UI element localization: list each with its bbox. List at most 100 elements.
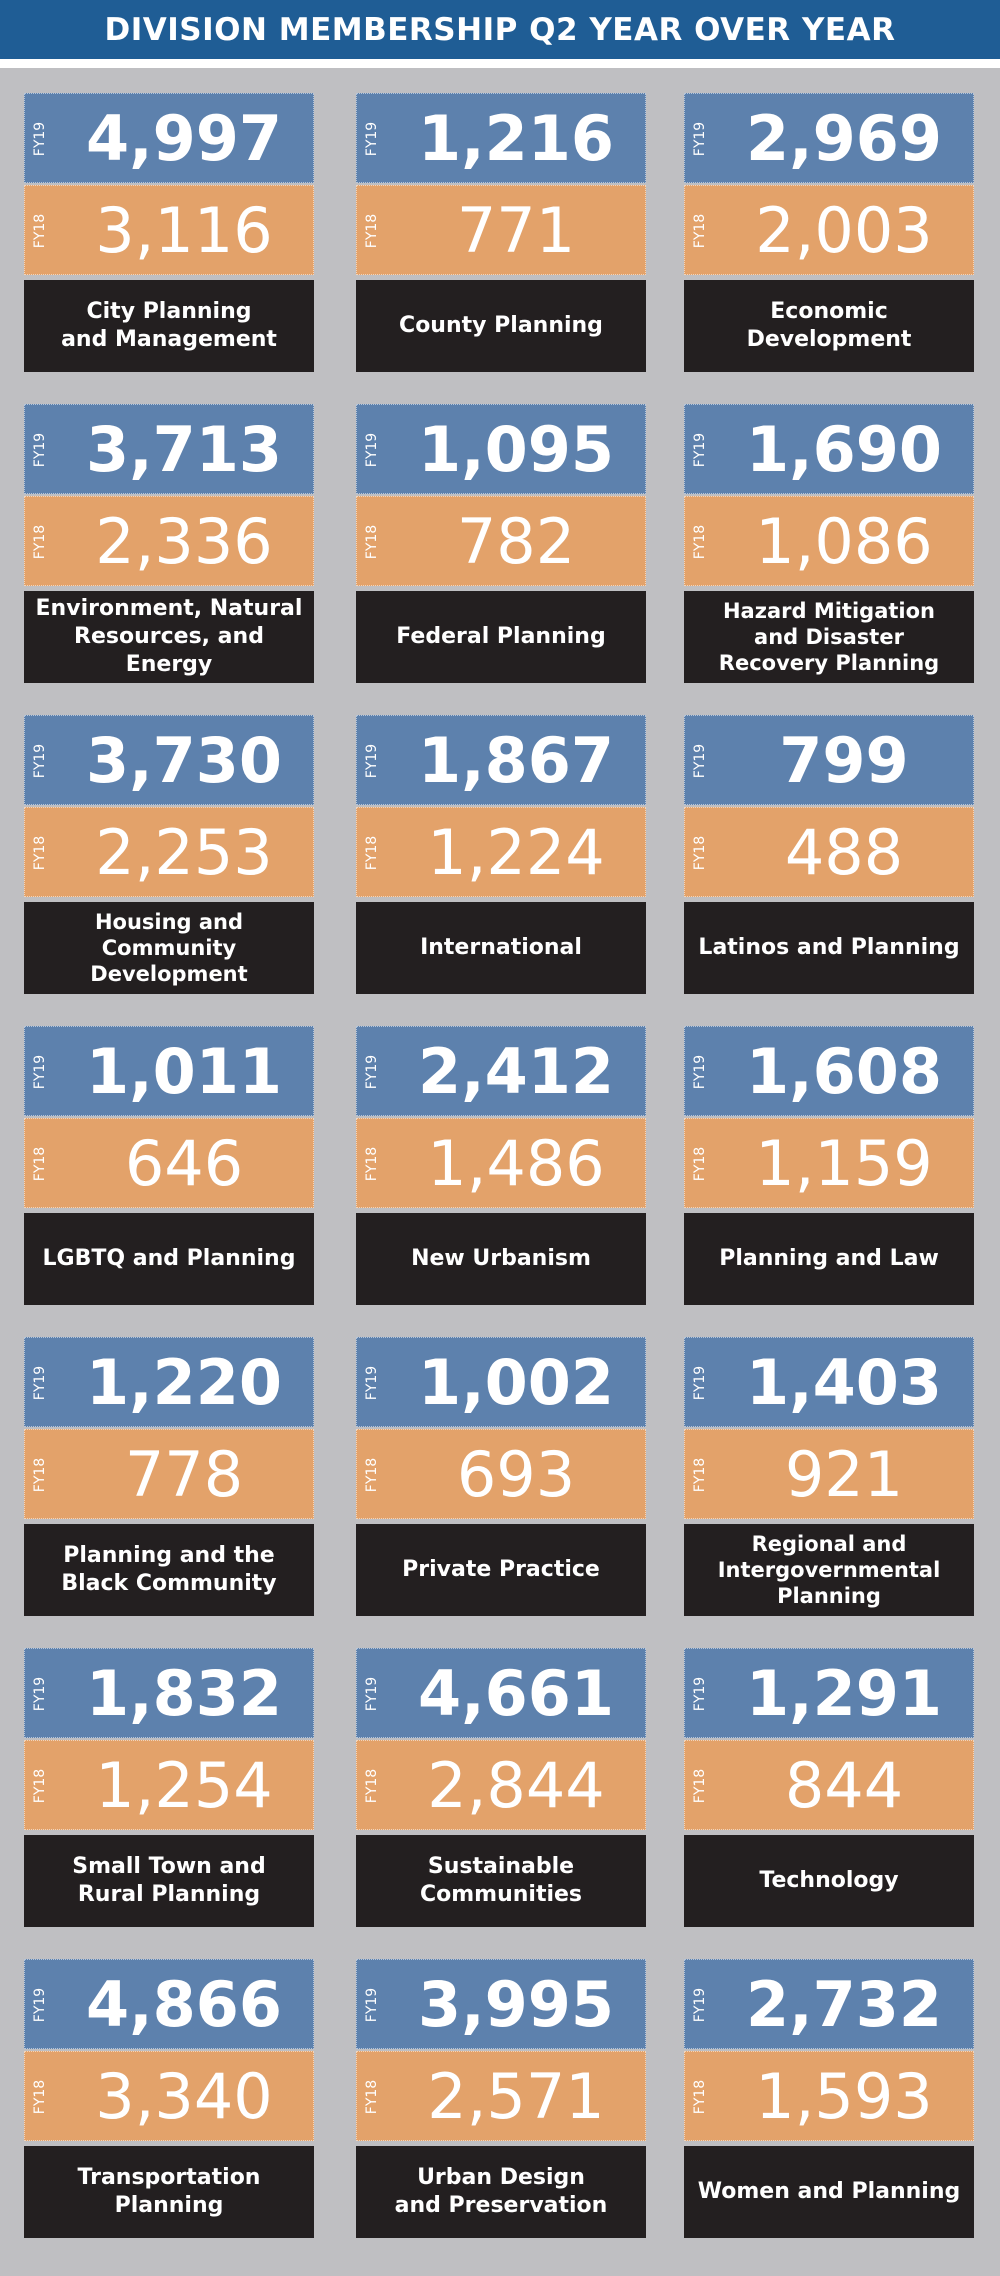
division-card: FY19 2,412 FY18 1,486 New Urbanism [356,1026,646,1305]
fy19-cell: FY19 2,412 [356,1026,646,1116]
division-name: LGBTQ and Planning [24,1213,314,1305]
fy18-cell: FY18 1,159 [684,1118,974,1208]
division-name: Urban Design and Preservation [356,2146,646,2238]
fy19-label: FY19 [32,743,48,779]
fy18-value: 488 [784,816,904,889]
division-name: Environment, Natural Resources, and Ener… [24,591,314,683]
division-name: Hazard Mitigation and Disaster Recovery … [684,591,974,683]
fy18-label: FY18 [364,213,380,249]
fy18-value: 921 [784,1438,904,1511]
header-divider [0,59,1000,68]
fy18-label: FY18 [364,1457,380,1493]
division-name: Small Town and Rural Planning [24,1835,314,1927]
fy18-value: 778 [124,1438,244,1511]
fy19-cell: FY19 1,403 [684,1337,974,1427]
fy19-label: FY19 [692,432,708,468]
division-card: FY19 1,690 FY18 1,086 Hazard Mitigation and … [684,404,974,683]
fy18-label: FY18 [32,1457,48,1493]
division-card: FY19 2,732 FY18 1,593 Women and Planning [684,1959,974,2238]
fy19-value: 3,713 [85,413,283,486]
fy18-label: FY18 [364,1146,380,1182]
fy19-label: FY19 [32,1054,48,1090]
fy19-label: FY19 [32,1987,48,2023]
division-card: FY19 1,403 FY18 921 Regional and Intergovern… [684,1337,974,1616]
fy18-label: FY18 [692,213,708,249]
fy18-label: FY18 [692,524,708,560]
fy18-value: 1,224 [427,816,605,889]
fy19-cell: FY19 799 [684,715,974,805]
fy19-value: 1,002 [417,1346,615,1419]
fy19-value: 3,995 [417,1968,615,2041]
fy19-cell: FY19 1,690 [684,404,974,494]
fy18-value: 2,571 [427,2060,605,2133]
division-name: Transportation Planning [24,2146,314,2238]
fy18-cell: FY18 1,593 [684,2051,974,2141]
fy18-cell: FY18 3,340 [24,2051,314,2141]
fy19-cell: FY19 1,220 [24,1337,314,1427]
fy18-cell: FY18 488 [684,807,974,897]
fy18-label: FY18 [692,1768,708,1804]
division-card: FY19 1,216 FY18 771 County Planning [356,93,646,372]
fy19-label: FY19 [32,432,48,468]
fy19-label: FY19 [692,743,708,779]
division-card: FY19 1,220 FY18 778 Planning and the Black C… [24,1337,314,1616]
fy19-value: 1,690 [745,413,943,486]
fy18-value: 2,253 [95,816,273,889]
division-name: Technology [684,1835,974,1927]
fy19-cell: FY19 4,661 [356,1648,646,1738]
fy19-cell: FY19 4,997 [24,93,314,183]
division-name: Planning and the Black Community [24,1524,314,1616]
division-card: FY19 1,867 FY18 1,224 International [356,715,646,994]
fy19-label: FY19 [364,1365,380,1401]
fy18-cell: FY18 1,486 [356,1118,646,1208]
fy19-value: 1,095 [417,413,615,486]
fy18-cell: FY18 2,336 [24,496,314,586]
division-card: FY19 4,997 FY18 3,116 City Planning and Mana… [24,93,314,372]
fy18-value: 771 [456,194,576,267]
fy19-label: FY19 [364,1987,380,2023]
fy18-cell: FY18 921 [684,1429,974,1519]
fy19-label: FY19 [32,1676,48,1712]
fy19-value: 1,216 [417,102,615,175]
fy19-label: FY19 [32,1365,48,1401]
division-name: Regional and Intergovernmental Planning [684,1524,974,1616]
fy18-value: 2,844 [427,1749,605,1822]
fy18-value: 3,340 [95,2060,273,2133]
fy19-label: FY19 [364,121,380,157]
fy19-value: 2,969 [745,102,943,175]
fy18-value: 2,003 [755,194,933,267]
fy18-label: FY18 [692,2079,708,2115]
division-card: FY19 3,713 FY18 2,336 Environment, Natural R… [24,404,314,683]
division-name: New Urbanism [356,1213,646,1305]
division-name: Planning and Law [684,1213,974,1305]
fy18-label: FY18 [364,835,380,871]
fy18-label: FY18 [692,1457,708,1493]
fy18-label: FY18 [364,524,380,560]
fy19-cell: FY19 1,867 [356,715,646,805]
fy19-cell: FY19 2,732 [684,1959,974,2049]
fy19-value: 4,866 [85,1968,283,2041]
fy19-value: 1,608 [745,1035,943,1108]
fy18-value: 1,159 [755,1127,933,1200]
fy18-cell: FY18 693 [356,1429,646,1519]
fy18-value: 2,336 [95,505,273,578]
fy19-label: FY19 [364,432,380,468]
fy18-label: FY18 [32,1768,48,1804]
fy19-label: FY19 [692,1676,708,1712]
fy18-cell: FY18 2,253 [24,807,314,897]
fy18-label: FY18 [32,213,48,249]
fy18-cell: FY18 1,254 [24,1740,314,1830]
fy18-label: FY18 [32,524,48,560]
fy19-cell: FY19 1,011 [24,1026,314,1116]
fy18-cell: FY18 2,844 [356,1740,646,1830]
division-card: FY19 4,866 FY18 3,340 Transportation Plannin… [24,1959,314,2238]
division-card: FY19 1,002 FY18 693 Private Practice [356,1337,646,1616]
fy19-value: 4,997 [85,102,283,175]
fy19-value: 1,832 [85,1657,283,1730]
fy19-label: FY19 [364,1676,380,1712]
division-name: County Planning [356,280,646,372]
fy18-label: FY18 [32,835,48,871]
fy19-value: 1,291 [745,1657,943,1730]
fy19-value: 2,732 [745,1968,943,2041]
